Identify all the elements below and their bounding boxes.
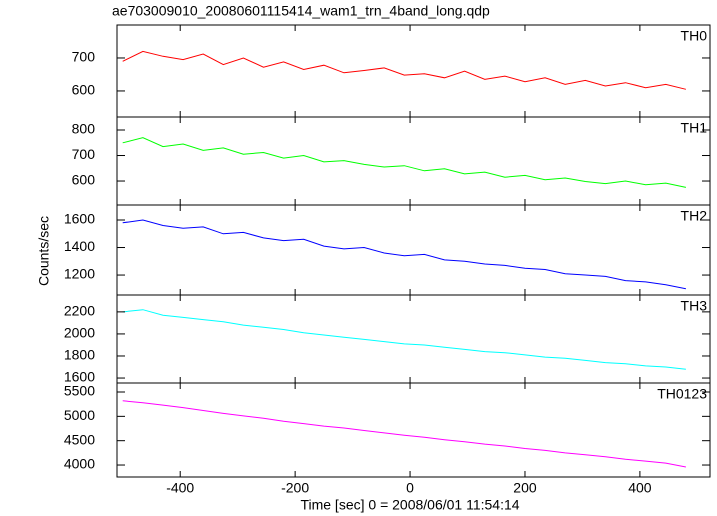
data-line: [122, 219, 686, 290]
y-tick-label: 1400: [64, 238, 95, 254]
data-line: [122, 50, 687, 90]
x-tick-label: 200: [513, 480, 537, 496]
y-tick-label: 1800: [64, 347, 95, 363]
panel-frame: [116, 204, 711, 296]
legend-label: TH0: [681, 28, 708, 44]
panel-frame: [116, 294, 711, 384]
panel-frame: [116, 24, 711, 118]
y-tick-label: 1600: [64, 369, 95, 385]
y-tick-label: 600: [72, 82, 96, 98]
y-tick-label: 5000: [64, 407, 95, 423]
y-tick-label: 4500: [64, 431, 95, 447]
y-tick-label: 800: [72, 121, 96, 137]
y-tick-label: 2000: [64, 325, 95, 341]
y-tick-label: 600: [72, 172, 96, 188]
x-tick-label: 400: [628, 480, 652, 496]
y-tick-label: 2200: [64, 303, 95, 319]
y-axis-label: Counts/sec: [36, 216, 52, 286]
y-tick-label: 700: [72, 146, 96, 162]
data-line: [122, 400, 686, 468]
legend-label: TH0123: [657, 386, 707, 402]
y-tick-label: 1600: [64, 211, 95, 227]
panel-frame: [116, 382, 711, 478]
legend-label: TH1: [681, 120, 708, 136]
y-tick-label: 700: [72, 49, 96, 65]
data-line: [122, 309, 686, 370]
x-tick-label: -200: [281, 480, 309, 496]
y-tick-label: 5500: [64, 383, 95, 399]
y-tick-label: 1200: [64, 266, 95, 282]
y-tick-label: 4000: [64, 456, 95, 472]
data-line: [122, 137, 687, 188]
x-tick-label: -400: [166, 480, 194, 496]
x-axis-label: Time [sec] 0 = 2008/06/01 11:54:14: [300, 497, 519, 513]
panel-frame: [116, 116, 711, 206]
legend-label: TH2: [681, 208, 708, 224]
x-tick-label: 0: [406, 480, 414, 496]
chart-title: ae703009010_20080601115414_wam1_trn_4ban…: [112, 3, 490, 19]
legend-label: TH3: [681, 298, 708, 314]
